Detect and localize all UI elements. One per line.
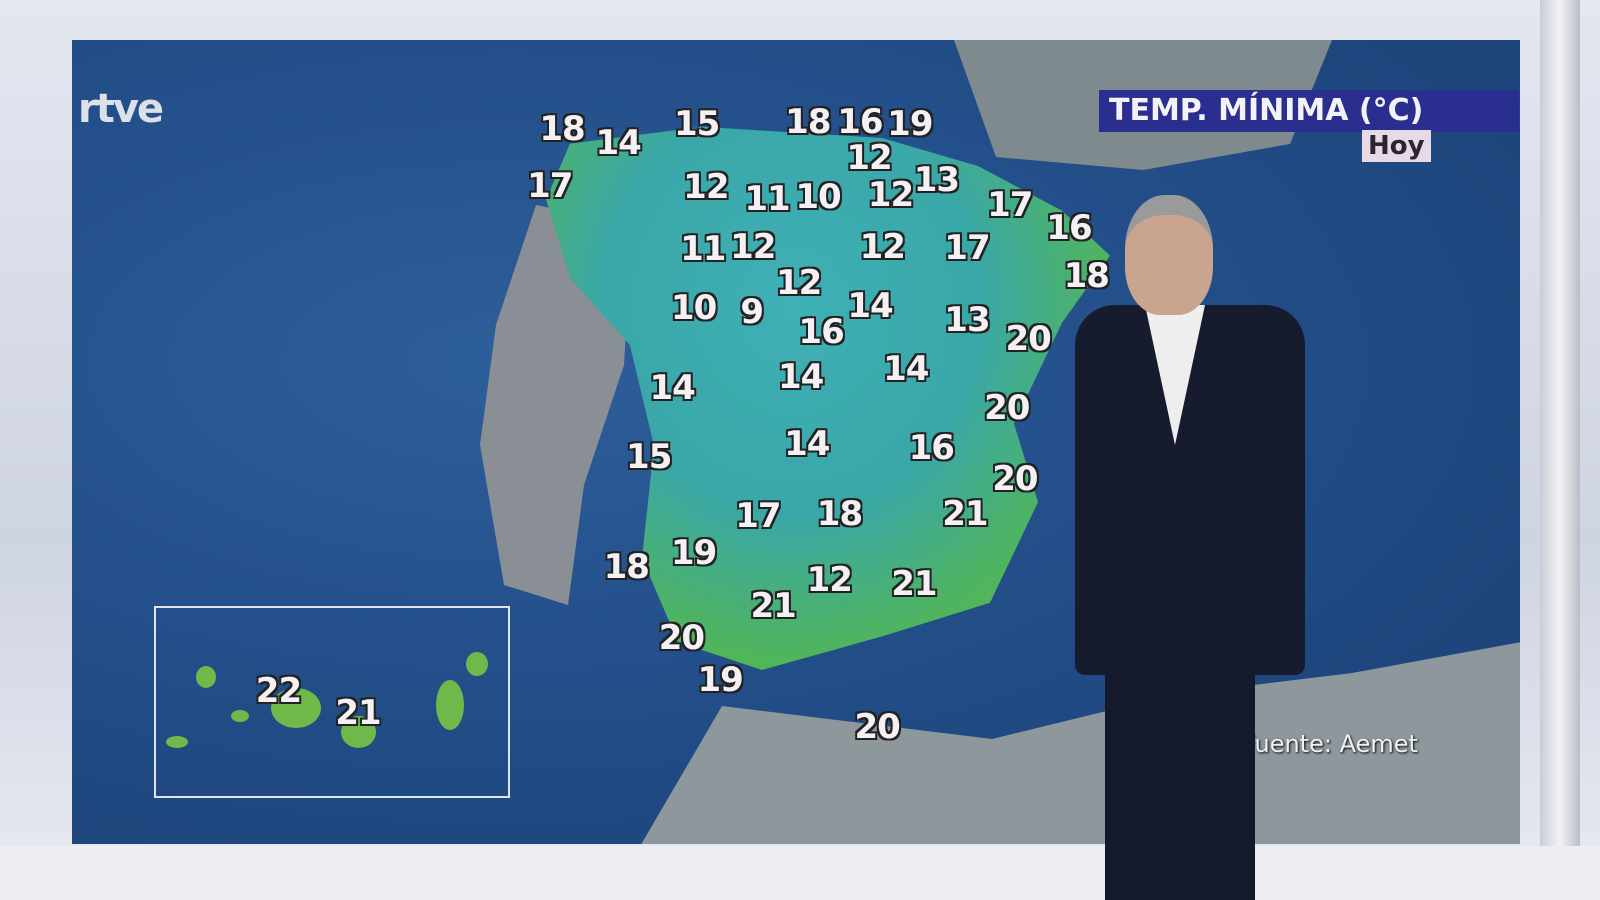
temperature-label: 12 [846,138,892,179]
rtve-logo: rtve [78,86,164,132]
map-title: TEMP. MÍNIMA (°C) [1099,90,1519,132]
temperature-label: 17 [944,227,990,268]
temperature-label: 9 [740,292,764,333]
temperature-label: 12 [775,262,822,303]
canary-islands-inset [154,606,510,798]
temperature-label: 20 [992,459,1038,500]
temperature-label: 19 [670,532,717,573]
temperature-label: 22 [255,670,302,711]
temperature-label: 18 [1063,256,1110,297]
temperature-label: 14 [778,357,824,398]
island [271,688,321,728]
day-label: Hoy [1362,130,1431,162]
temperature-label: 19 [887,104,933,145]
temperature-label: 12 [806,560,853,601]
island [166,736,188,748]
temperature-label: 20 [984,388,1030,428]
temperature-label: 20 [854,707,901,748]
island [231,710,249,722]
source-label: Fuente: Aemet [1242,730,1418,758]
temperature-label: 16 [1046,208,1092,249]
temperature-label: 11 [680,228,726,269]
temperature-label: 17 [527,165,573,206]
studio-floor [0,846,1600,900]
temperature-label: 14 [649,367,696,408]
temperature-label: 14 [847,286,893,326]
temperature-label: 14 [883,349,929,390]
temperature-label: 20 [1005,318,1051,359]
temperature-label: 12 [683,166,729,207]
presenter-head [1125,195,1213,315]
temperature-label: 15 [673,104,720,145]
temperature-label: 12 [867,174,914,215]
temperature-label: 17 [735,496,781,537]
temperature-label: 20 [658,617,705,658]
temperature-label: 12 [859,226,906,267]
temperature-label: 13 [913,159,960,200]
island [341,716,376,748]
temperature-label: 16 [837,102,883,143]
temperature-label: 15 [626,436,672,477]
temperature-label: 21 [750,585,796,626]
temperature-label: 19 [697,660,743,701]
studio-column [1540,0,1580,900]
temperature-label: 14 [595,122,641,163]
temperature-label: 11 [744,178,790,219]
temperature-label: 10 [795,176,841,217]
temperature-label: 12 [730,226,776,267]
temperature-label: 21 [891,564,937,605]
temperature-label: 17 [987,185,1033,226]
temperature-label: 21 [335,692,381,733]
temperature-label: 13 [944,300,990,341]
temperature-label: 18 [816,494,863,535]
temperature-label: 18 [785,102,831,143]
temperature-label: 16 [798,311,844,352]
island [196,666,216,688]
island [436,680,464,730]
temperature-label: 10 [670,288,717,329]
presenter-legs [1105,665,1255,900]
temperature-label: 18 [603,547,650,588]
temperature-label: 21 [942,494,988,535]
presenter [1075,195,1305,900]
temperature-label: 16 [908,427,955,468]
temperature-label: 14 [784,423,830,464]
island [466,652,488,676]
temperature-label: 18 [539,108,585,149]
